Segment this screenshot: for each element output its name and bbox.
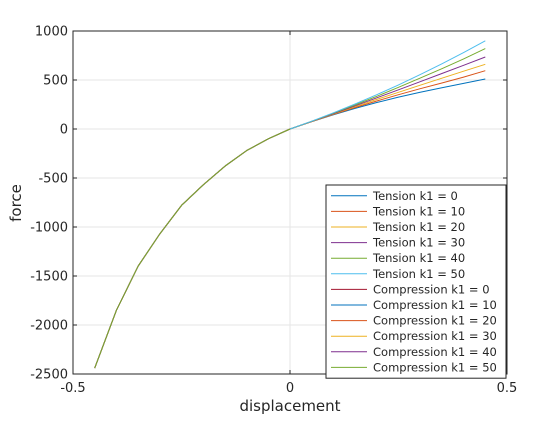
legend-label-7: Compression k1 = 10 bbox=[373, 298, 497, 312]
x-tick-label: 0.5 bbox=[497, 381, 518, 396]
y-tick-label: 0 bbox=[60, 123, 68, 138]
y-tick-label: 500 bbox=[43, 74, 68, 89]
legend-label-4: Tension k1 = 40 bbox=[372, 251, 465, 265]
tick-labels: -0.5 0 0.5 -2500 -2000 -1500 -1000 -500 0 500 1000 bbox=[30, 25, 517, 397]
y-tick-label: -2000 bbox=[30, 319, 68, 334]
legend-label-10: Compression k1 = 40 bbox=[373, 345, 497, 359]
series-lines bbox=[94, 40, 486, 369]
legend-label-2: Tension k1 = 20 bbox=[372, 220, 465, 234]
legend-label-6: Compression k1 = 0 bbox=[373, 282, 490, 296]
legend-label-9: Compression k1 = 30 bbox=[373, 329, 497, 343]
legend-label-1: Tension k1 = 10 bbox=[372, 204, 465, 218]
legend-label-3: Tension k1 = 30 bbox=[372, 236, 465, 250]
legend-label-5: Tension k1 = 50 bbox=[372, 267, 465, 281]
series-line-5 bbox=[289, 40, 486, 130]
legend-box bbox=[325, 184, 507, 379]
x-tick-label: -0.5 bbox=[60, 381, 85, 396]
legend-label-8: Compression k1 = 20 bbox=[373, 314, 497, 328]
y-tick-label: -1000 bbox=[30, 221, 68, 236]
y-tick-label: 1000 bbox=[35, 25, 68, 40]
series-line-11 bbox=[94, 128, 291, 369]
x-tick-label: 0 bbox=[286, 381, 294, 396]
y-tick-label: -1500 bbox=[30, 270, 68, 285]
y-tick-label: -2500 bbox=[30, 368, 68, 383]
y-axis-label: force bbox=[7, 184, 25, 222]
y-tick-label: -500 bbox=[38, 172, 68, 187]
legend-label-0: Tension k1 = 0 bbox=[372, 189, 458, 203]
x-axis-label: displacement bbox=[239, 397, 340, 415]
legend-label-11: Compression k1 = 50 bbox=[373, 360, 497, 374]
